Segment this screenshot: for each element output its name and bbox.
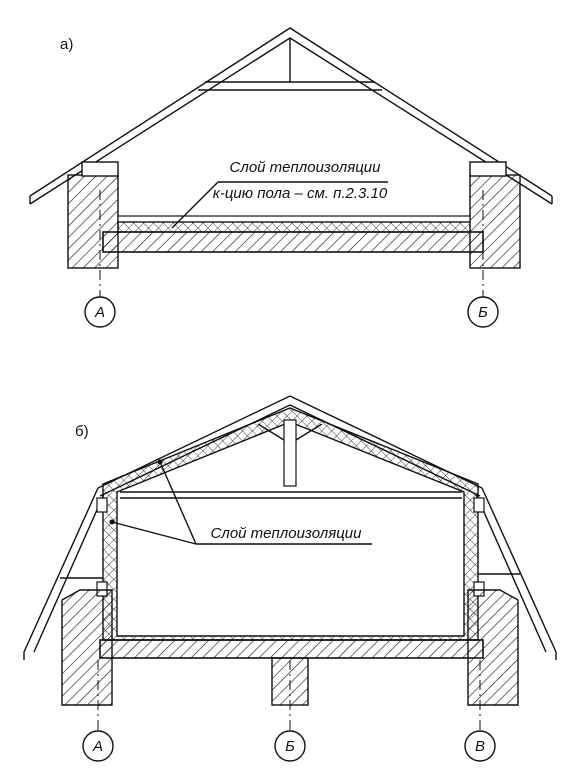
figure-label: а) xyxy=(60,36,73,53)
wall xyxy=(469,174,521,269)
figure-a: а) Слой теплоизоляции к-цию пола – см. п… xyxy=(29,27,553,328)
floor-board xyxy=(117,215,471,223)
axis-bubble xyxy=(464,730,496,762)
leader xyxy=(111,521,197,545)
roof-upper xyxy=(97,395,483,489)
post xyxy=(96,497,108,513)
room xyxy=(116,421,465,637)
figure-label: б) xyxy=(75,423,89,440)
strut xyxy=(295,423,323,441)
mauerlat xyxy=(469,161,507,177)
axis-label: А xyxy=(94,304,105,321)
mauerlat xyxy=(81,161,119,177)
floor-slab xyxy=(102,231,484,253)
wall xyxy=(467,589,519,706)
insulation xyxy=(117,221,471,233)
axis-label: А xyxy=(92,738,103,755)
leader-dot xyxy=(109,519,115,525)
axis-label: Б xyxy=(285,738,295,755)
floor-slab xyxy=(99,639,484,659)
roof-lower xyxy=(475,493,547,653)
axis-bubble xyxy=(84,296,116,328)
roof-outer xyxy=(29,27,553,197)
leader-dot xyxy=(157,459,163,465)
roof-lower xyxy=(33,493,105,653)
callout: к-цию пола – см. п.2.3.10 xyxy=(213,185,388,202)
axis-bubble xyxy=(467,296,499,328)
wall xyxy=(67,174,119,269)
axis-bubble xyxy=(274,730,306,762)
axis-label: В xyxy=(475,738,485,755)
leader xyxy=(171,181,219,229)
roof-lower xyxy=(23,487,99,660)
figure-b: б) Слой теплоизоляции xyxy=(23,395,557,762)
post xyxy=(473,497,485,513)
post xyxy=(283,419,297,487)
axis-label: Б xyxy=(478,304,488,321)
leader xyxy=(159,461,197,545)
callout: Слой теплоизоляции xyxy=(211,525,363,542)
callout: Слой теплоизоляции xyxy=(230,159,382,176)
axis-bubble xyxy=(82,730,114,762)
roof-lower xyxy=(481,487,557,660)
strut xyxy=(257,423,285,441)
